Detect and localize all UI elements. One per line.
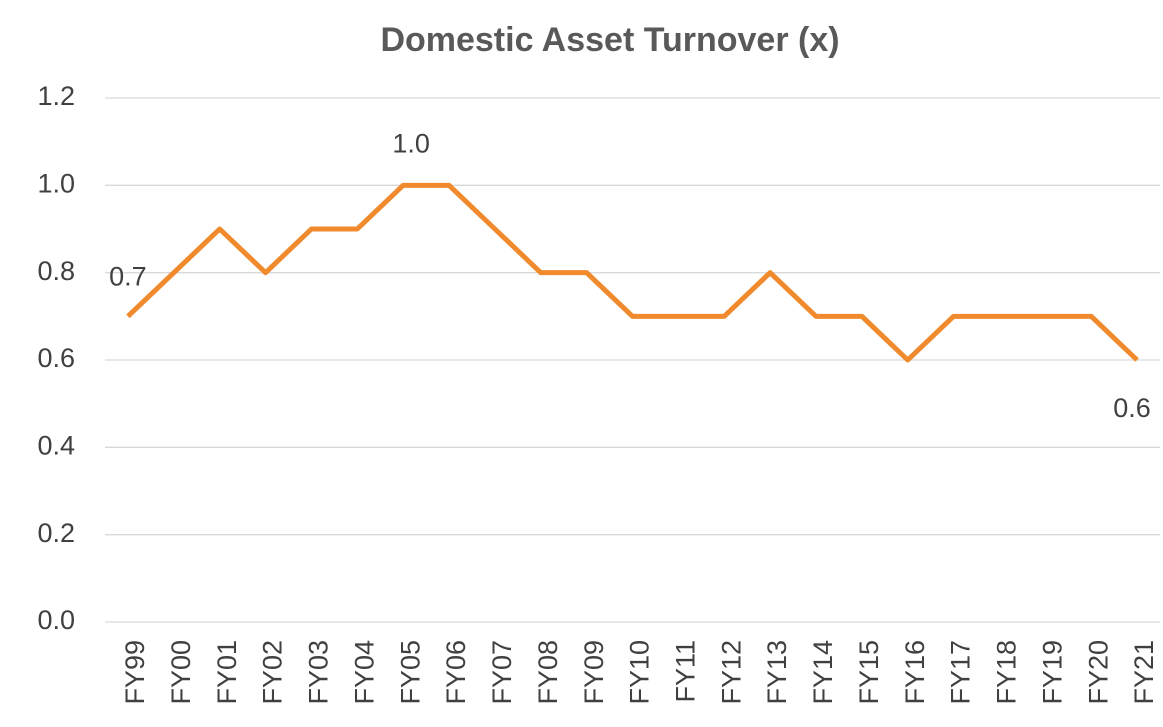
data-label: 1.0 bbox=[392, 128, 430, 158]
x-tick-label: FY18 bbox=[992, 640, 1022, 705]
y-tick-label: 0.4 bbox=[37, 430, 75, 460]
x-tick-label: FY20 bbox=[1083, 640, 1113, 705]
x-tick-label: FY16 bbox=[900, 640, 930, 705]
x-tick-label: FY21 bbox=[1129, 640, 1159, 705]
x-tick-label: FY04 bbox=[349, 640, 379, 705]
data-line bbox=[126, 182, 1139, 363]
x-tick-label: FY06 bbox=[441, 640, 471, 705]
x-tick-label: FY99 bbox=[120, 640, 150, 705]
y-tick-label: 0.8 bbox=[37, 256, 75, 286]
y-tick-label: 1.0 bbox=[37, 168, 75, 198]
x-tick-label: FY13 bbox=[762, 640, 792, 705]
x-tick-label: FY02 bbox=[258, 640, 288, 705]
data-label: 0.7 bbox=[109, 261, 147, 291]
x-tick-label: FY19 bbox=[1037, 640, 1067, 705]
x-tick-label: FY03 bbox=[304, 640, 334, 705]
y-tick-label: 0.2 bbox=[37, 518, 75, 548]
x-tick-label: FY10 bbox=[625, 640, 655, 705]
x-tick-label: FY12 bbox=[716, 640, 746, 705]
x-tick-label: FY08 bbox=[533, 640, 563, 705]
data-label: 0.6 bbox=[1113, 393, 1151, 423]
x-tick-label: FY09 bbox=[579, 640, 609, 705]
x-tick-label: FY17 bbox=[946, 640, 976, 705]
x-tick-label: FY11 bbox=[670, 640, 700, 703]
y-tick-label: 1.2 bbox=[37, 81, 75, 111]
x-tick-label: FY14 bbox=[808, 640, 838, 705]
y-tick-label: 0.0 bbox=[37, 605, 75, 635]
chart-title: Domestic Asset Turnover (x) bbox=[380, 21, 839, 59]
x-tick-label: FY01 bbox=[212, 640, 242, 705]
x-tick-label: FY15 bbox=[854, 640, 884, 705]
x-tick-label: FY00 bbox=[166, 640, 196, 705]
y-tick-label: 0.6 bbox=[37, 343, 75, 373]
x-tick-label: FY05 bbox=[395, 640, 425, 705]
x-tick-label: FY07 bbox=[487, 640, 517, 705]
